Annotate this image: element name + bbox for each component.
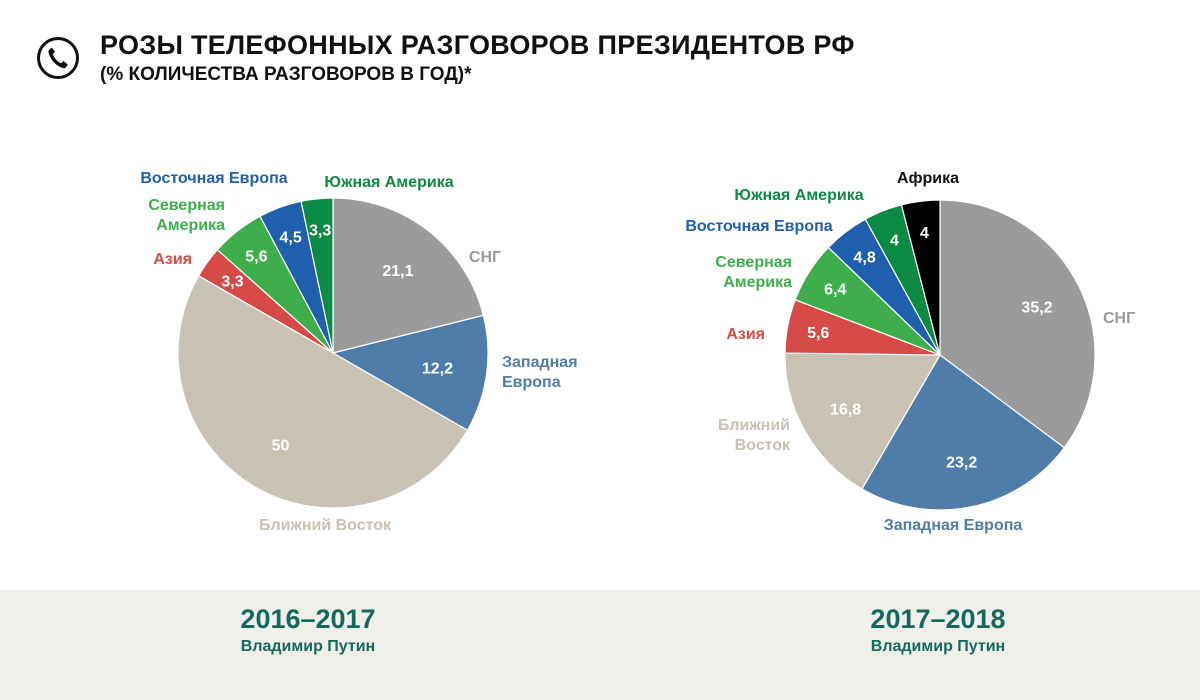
pie-label-0-ближний-восток: Ближний Восток xyxy=(259,517,392,534)
pie-value-1-западная-европа: 23,2 xyxy=(946,454,977,471)
footer-band: 2016–2017 Владимир Путин 2017–2018 Влади… xyxy=(0,590,1200,700)
pie-value-0-ближний-восток: 50 xyxy=(272,437,290,454)
pie-value-1-африка: 4 xyxy=(920,225,929,242)
pie-slice-1-западная-европа xyxy=(861,354,1066,511)
pie-label-1-восточная-европа: Восточная Европа xyxy=(685,218,832,235)
pie-slice-1-африка xyxy=(900,199,941,356)
pie-value-0-азия: 3,3 xyxy=(221,273,243,290)
phone-icon xyxy=(37,37,79,79)
pie-slice-1-ближний-восток xyxy=(784,352,942,490)
pie-label-1-южная-америка: Южная Америка xyxy=(734,187,863,204)
pie-label-1-африка: Африка xyxy=(897,170,959,187)
pie-value-0-южная-америка: 3,3 xyxy=(309,223,331,240)
pie-value-1-восточная-европа: 4,8 xyxy=(853,250,875,267)
pie-value-1-южная-америка: 4 xyxy=(890,233,899,250)
pie-value-1-северная-америка: 6,4 xyxy=(824,282,846,299)
pie-label-1-азия: Азия xyxy=(726,326,765,343)
pie-value-0-западная-европа: 12,2 xyxy=(422,361,453,378)
pie-label-0-западная-европа: Западная Европа xyxy=(502,354,578,391)
pie-value-1-азия: 5,6 xyxy=(807,325,829,342)
pie-slice-0-ближний-восток xyxy=(177,274,469,509)
pie-slice-0-снг xyxy=(332,197,485,354)
page-title: РОЗЫ ТЕЛЕФОННЫХ РАЗГОВОРОВ ПРЕЗИДЕНТОВ Р… xyxy=(100,30,855,60)
chart-person-2017: Владимир Путин xyxy=(870,638,1006,655)
pie-slice-0-южная-америка xyxy=(300,197,334,354)
pie-label-1-западная-европа: Западная Европа xyxy=(884,517,1023,534)
pie-value-0-снг: 21,1 xyxy=(382,263,413,280)
pie-value-1-снг: 35,2 xyxy=(1021,299,1052,316)
pie-label-1-снг: СНГ xyxy=(1103,310,1135,327)
pie-slice-1-снг xyxy=(939,199,1096,449)
pie-label-0-снг: СНГ xyxy=(469,249,501,266)
chart-period-2017: 2017–2018 xyxy=(870,604,1006,634)
pie-label-0-восточная-европа: Восточная Европа xyxy=(140,170,287,187)
pie-label-0-южная-америка: Южная Америка xyxy=(324,174,453,191)
chart-person-2016: Владимир Путин xyxy=(240,638,376,655)
pie-value-1-ближний-восток: 16,8 xyxy=(830,402,861,419)
pie-value-0-восточная-европа: 4,5 xyxy=(279,230,301,247)
pie-label-0-азия: Азия xyxy=(153,251,192,268)
pie-charts: 21,1 СНГ 12,2 Западная Европа 50 Ближний Восто… xyxy=(140,170,1135,534)
pie-label-1-северная-америка: Северная Америка xyxy=(715,254,792,291)
pie-slice-0-западная-европа xyxy=(331,314,489,432)
pie-label-1-ближний-восток: Ближний Восток xyxy=(718,417,791,454)
pie-label-0-северная-америка: Северная Америка xyxy=(148,197,225,234)
chart-period-2016: 2016–2017 xyxy=(240,604,376,634)
page-subtitle: (% КОЛИЧЕСТВА РАЗГОВОРОВ В ГОД)* xyxy=(100,64,472,85)
pie-value-0-северная-америка: 5,6 xyxy=(245,249,267,266)
